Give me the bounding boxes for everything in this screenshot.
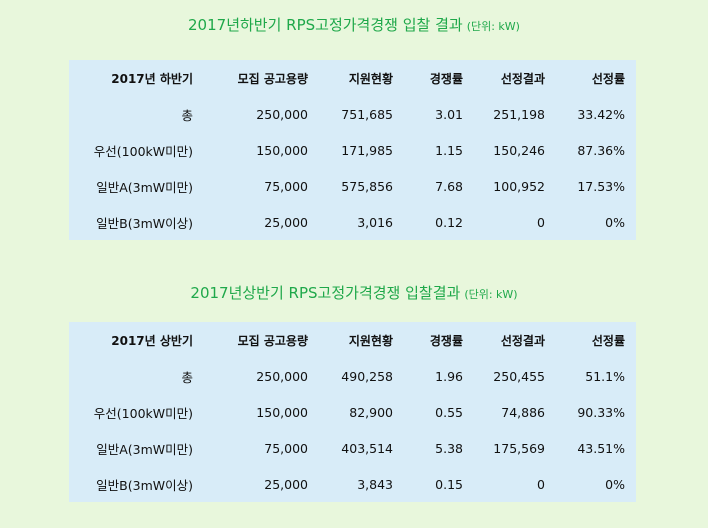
table-1-unit: (단위: kW) bbox=[466, 20, 520, 33]
table-cell: 75,000 bbox=[264, 178, 308, 194]
table-cell: 150,000 bbox=[256, 404, 308, 420]
header-cell: 선정률 bbox=[591, 333, 625, 348]
table-cell: 일반A(3mW미만) bbox=[96, 441, 193, 457]
table-2-header-row: 2017년 상반기 모집 공고용량 지원현황 경쟁률 선정결과 선정률 bbox=[69, 322, 636, 358]
header-cell: 2017년 하반기 bbox=[111, 71, 193, 86]
table-cell: 90.33% bbox=[577, 404, 625, 420]
header-cell: 2017년 상반기 bbox=[111, 333, 193, 348]
table-cell: 0.15 bbox=[435, 476, 463, 492]
table-cell: 3,016 bbox=[357, 214, 393, 230]
table-row: 총 250,000 751,685 3.01 251,198 33.42% bbox=[69, 96, 636, 132]
header-cell: 선정결과 bbox=[500, 71, 545, 86]
table-cell: 1.15 bbox=[435, 142, 463, 158]
table-cell: 575,856 bbox=[341, 178, 393, 194]
header-cell: 모집 공고용량 bbox=[237, 333, 308, 348]
table-cell: 0.55 bbox=[435, 404, 463, 420]
table-cell: 17.53% bbox=[577, 178, 625, 194]
table-cell: 751,685 bbox=[341, 106, 393, 122]
table-cell: 171,985 bbox=[341, 142, 393, 158]
table-row: 일반B(3mW이상) 25,000 3,843 0.15 0 0% bbox=[69, 466, 636, 502]
table-cell: 0% bbox=[605, 214, 625, 230]
header-cell: 지원현황 bbox=[348, 333, 393, 348]
table-1-title: 2017년하반기 RPS고정가격경쟁 입찰 결과 (단위: kW) bbox=[0, 14, 708, 35]
table-2-title: 2017년상반기 RPS고정가격경쟁 입찰결과 (단위: kW) bbox=[0, 282, 708, 303]
table-2: 2017년 상반기 모집 공고용량 지원현황 경쟁률 선정결과 선정률 총 25… bbox=[69, 322, 636, 502]
table-cell: 일반A(3mW미만) bbox=[96, 179, 193, 195]
table-row: 우선(100kW미만) 150,000 171,985 1.15 150,246… bbox=[69, 132, 636, 168]
table-cell: 7.68 bbox=[435, 178, 463, 194]
header-cell: 선정결과 bbox=[500, 333, 545, 348]
table-cell: 250,000 bbox=[256, 368, 308, 384]
header-cell: 모집 공고용량 bbox=[237, 71, 308, 86]
table-cell: 0 bbox=[537, 214, 545, 230]
table-cell: 0 bbox=[537, 476, 545, 492]
table-cell: 490,258 bbox=[341, 368, 393, 384]
table-row: 일반A(3mW미만) 75,000 403,514 5.38 175,569 4… bbox=[69, 430, 636, 466]
table-cell: 3.01 bbox=[435, 106, 463, 122]
table-cell: 75,000 bbox=[264, 440, 308, 456]
table-cell: 250,455 bbox=[493, 368, 545, 384]
header-cell: 경쟁률 bbox=[429, 333, 463, 348]
table-cell: 0% bbox=[605, 476, 625, 492]
table-cell: 5.38 bbox=[435, 440, 463, 456]
table-1-header-row: 2017년 하반기 모집 공고용량 지원현황 경쟁률 선정결과 선정률 bbox=[69, 60, 636, 96]
table-2-unit: (단위: kW) bbox=[464, 288, 518, 301]
table-cell: 총 bbox=[181, 369, 193, 385]
table-cell: 총 bbox=[181, 107, 193, 123]
table-cell: 43.51% bbox=[577, 440, 625, 456]
table-cell: 150,246 bbox=[493, 142, 545, 158]
header-cell: 경쟁률 bbox=[429, 71, 463, 86]
table-cell: 3,843 bbox=[357, 476, 393, 492]
table-cell: 0.12 bbox=[435, 214, 463, 230]
table-cell: 25,000 bbox=[264, 214, 308, 230]
table-2-title-text: 2017년상반기 RPS고정가격경쟁 입찰결과 bbox=[190, 284, 461, 302]
table-cell: 175,569 bbox=[493, 440, 545, 456]
table-cell: 251,198 bbox=[493, 106, 545, 122]
table-row: 총 250,000 490,258 1.96 250,455 51.1% bbox=[69, 358, 636, 394]
table-cell: 51.1% bbox=[585, 368, 625, 384]
table-cell: 우선(100kW미만) bbox=[93, 143, 193, 159]
table-row: 일반B(3mW이상) 25,000 3,016 0.12 0 0% bbox=[69, 204, 636, 240]
table-cell: 33.42% bbox=[577, 106, 625, 122]
table-cell: 일반B(3mW이상) bbox=[96, 215, 193, 231]
table-cell: 250,000 bbox=[256, 106, 308, 122]
table-cell: 1.96 bbox=[435, 368, 463, 384]
table-row: 우선(100kW미만) 150,000 82,900 0.55 74,886 9… bbox=[69, 394, 636, 430]
table-cell: 100,952 bbox=[493, 178, 545, 194]
table-cell: 74,886 bbox=[501, 404, 545, 420]
table-cell: 우선(100kW미만) bbox=[93, 405, 193, 421]
table-cell: 403,514 bbox=[341, 440, 393, 456]
table-cell: 82,900 bbox=[349, 404, 393, 420]
table-1-title-text: 2017년하반기 RPS고정가격경쟁 입찰 결과 bbox=[188, 16, 463, 34]
table-cell: 87.36% bbox=[577, 142, 625, 158]
table-1: 2017년 하반기 모집 공고용량 지원현황 경쟁률 선정결과 선정률 총 25… bbox=[69, 60, 636, 240]
table-cell: 일반B(3mW이상) bbox=[96, 477, 193, 493]
table-cell: 150,000 bbox=[256, 142, 308, 158]
table-cell: 25,000 bbox=[264, 476, 308, 492]
table-row: 일반A(3mW미만) 75,000 575,856 7.68 100,952 1… bbox=[69, 168, 636, 204]
header-cell: 선정률 bbox=[591, 71, 625, 86]
header-cell: 지원현황 bbox=[348, 71, 393, 86]
